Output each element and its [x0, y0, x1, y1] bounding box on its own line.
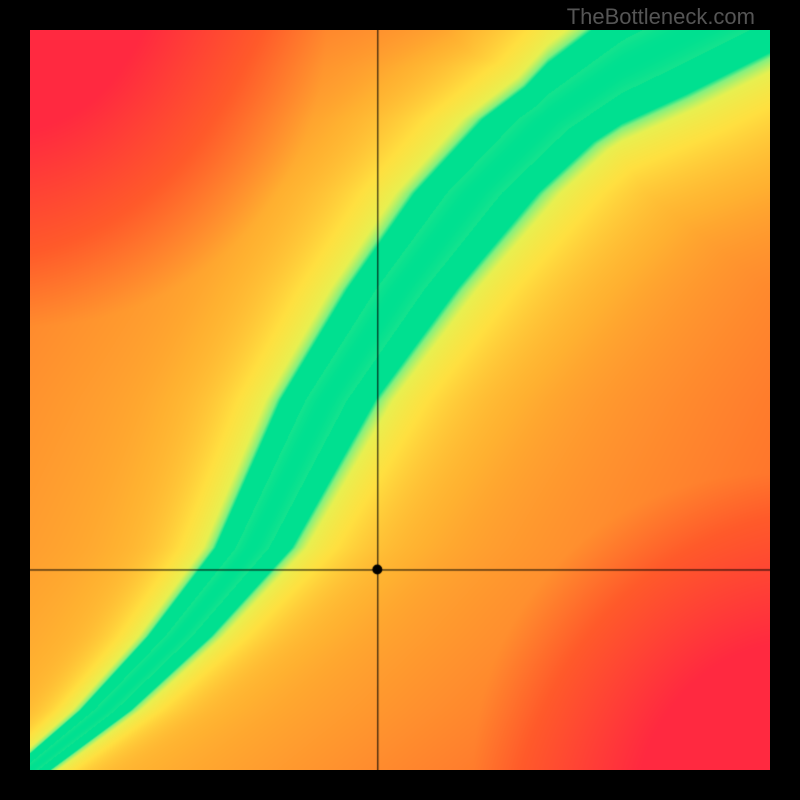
watermark-text: TheBottleneck.com [567, 4, 755, 30]
heatmap-plot [30, 30, 770, 770]
heatmap-canvas [30, 30, 770, 770]
